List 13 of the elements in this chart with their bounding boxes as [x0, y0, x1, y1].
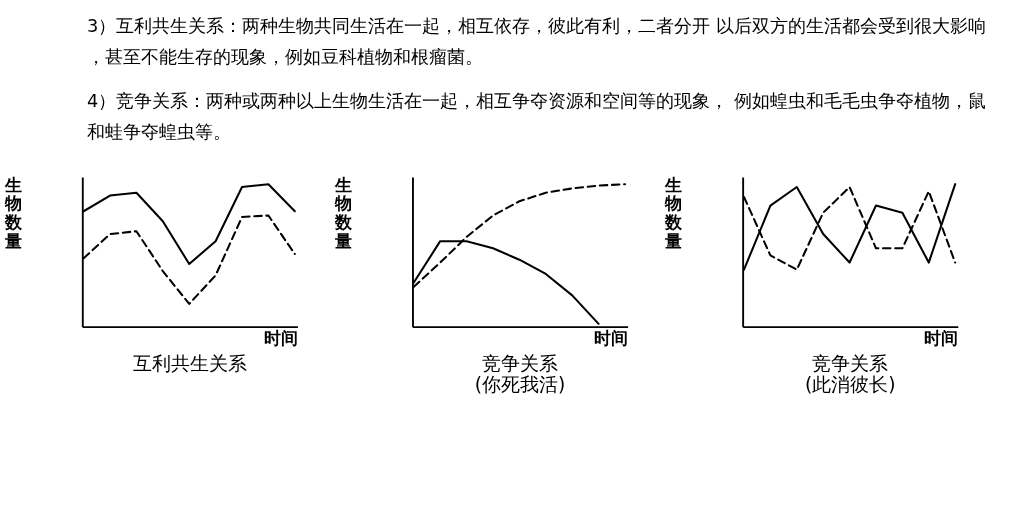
text: 竞争关系 — [812, 352, 889, 374]
y-axis-title: 生物数量 — [334, 174, 354, 251]
text: 竞争关系 — [482, 352, 559, 374]
y-axis-title: 生物数量 — [4, 174, 24, 251]
text: 互利共生关系 — [132, 352, 247, 374]
text: (你死我活) — [474, 374, 566, 396]
y-axis-title: 生物数量 — [664, 174, 684, 251]
x-axis-title: 时间 — [594, 328, 629, 348]
text: 4）竞争关系：两种或两种以上生物生活在一起，相互争夺资源和空间等的现象， 例如蝗虫和毛毛虫争夺植物，鼠和蛙争夺蝗虫等。 — [86, 90, 986, 143]
x-axis-title: 时间 — [924, 328, 959, 348]
text: (此消彼长) — [804, 374, 896, 396]
x-axis-title: 时间 — [263, 328, 298, 348]
text: 3）互利共生关系：两种生物共同生活在一起，相互依存，彼此有利，二者分开 以后双方的生活都会受到很大影响，甚至不能生存的现象，例如豆科植物和根瘤菌。 — [86, 16, 986, 68]
